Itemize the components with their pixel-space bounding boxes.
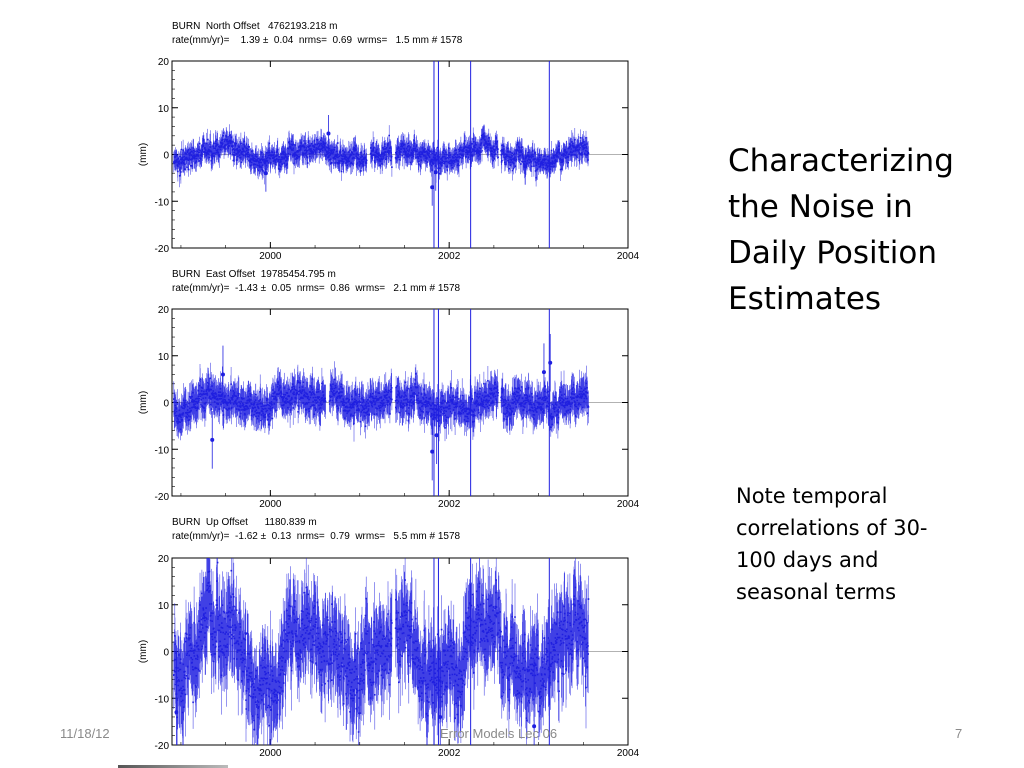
title-line: Estimates (728, 281, 882, 317)
title-line: Daily Position (728, 235, 937, 271)
north-header-line2: rate(mm/yr)= 1.39 ± 0.04 nrms= 0.69 wrms… (172, 35, 463, 46)
north-ytick-label: -10 (155, 197, 170, 208)
north-xtick-label: 2004 (617, 251, 640, 262)
footer-accent-bar (118, 765, 228, 768)
north-panel: 20 10 0 -10 -20 2000 2002 2004 (mm) (138, 57, 640, 262)
up-ytick-label: 10 (158, 601, 170, 612)
up-data-series (173, 558, 590, 745)
north-xtick-label: 2000 (259, 251, 282, 262)
north-ytick-label: -20 (155, 244, 170, 255)
north-xtick-label: 2002 (438, 251, 461, 262)
north-ytick-label: 0 (163, 151, 169, 162)
up-ylabel: (mm) (138, 640, 149, 663)
note-line: seasonal terms (736, 580, 897, 604)
footer-page-number: 7 (955, 726, 963, 741)
up-error-bars (173, 558, 589, 745)
north-outlier-point (433, 170, 438, 175)
slide-title: Characterizing the Noise in Daily Positi… (728, 138, 1008, 322)
up-ytick-label: 0 (163, 648, 169, 659)
east-xtick-label: 2002 (438, 499, 461, 510)
title-line: Characterizing (728, 143, 954, 179)
slide-note: Note temporal correlations of 30- 100 da… (736, 480, 986, 608)
note-line: correlations of 30- (736, 516, 928, 540)
up-panel: 20 10 0 -10 -20 2000 2002 2004 (mm) (138, 554, 640, 759)
north-daily-points (173, 132, 590, 179)
east-outlier-point (541, 370, 546, 375)
up-header-line2: rate(mm/yr)= -1.62 ± 0.13 nrms= 0.79 wrm… (172, 531, 461, 542)
north-data-series (173, 61, 590, 248)
north-ytick-label: 20 (158, 57, 170, 68)
footer-lecture-title: Error Models Lec 06 (440, 726, 558, 741)
east-outlier-point (434, 433, 439, 438)
title-line: the Noise in (728, 189, 913, 225)
up-outlier-point (532, 724, 537, 729)
up-xtick-label: 2002 (438, 748, 461, 759)
east-panel-header: BURN East Offset 19785454.795 m rate(mm/… (172, 268, 460, 296)
east-ytick-label: -10 (155, 445, 170, 456)
up-outlier-point (174, 710, 179, 715)
north-header-line1: BURN North Offset 4762193.218 m (172, 21, 338, 32)
up-xtick-label: 2004 (617, 748, 640, 759)
east-data-series (173, 309, 590, 496)
east-ytick-label: -20 (155, 492, 170, 503)
east-ylabel: (mm) (138, 391, 149, 414)
east-xtick-label: 2004 (617, 499, 640, 510)
east-panel: 20 10 0 -10 -20 2000 2002 2004 (mm) (138, 305, 640, 510)
north-ytick-label: 10 (158, 104, 170, 115)
east-outlier-point (220, 372, 225, 377)
north-ylabel: (mm) (138, 143, 149, 166)
note-line: Note temporal (736, 484, 888, 508)
up-daily-points (173, 561, 590, 733)
north-outlier-point (326, 131, 331, 136)
note-line: 100 days and (736, 548, 879, 572)
east-outlier-point (548, 360, 553, 365)
north-outlier-point (523, 164, 528, 169)
up-xtick-label: 2000 (259, 748, 282, 759)
east-xtick-label: 2000 (259, 499, 282, 510)
east-outlier-point (430, 449, 435, 454)
east-outlier-point (210, 437, 215, 442)
east-ytick-label: 20 (158, 305, 170, 316)
up-ytick-label: -20 (155, 741, 170, 752)
north-panel-header: BURN North Offset 4762193.218 m rate(mm/… (172, 20, 462, 48)
north-outlier-point (430, 185, 435, 190)
footer-date: 11/18/12 (60, 726, 110, 741)
east-ytick-label: 0 (163, 399, 169, 410)
north-outlier-point (263, 171, 268, 176)
up-ytick-label: -10 (155, 694, 170, 705)
east-header-line2: rate(mm/yr)= -1.43 ± 0.05 nrms= 0.86 wrm… (172, 283, 461, 294)
up-panel-header: BURN Up Offset 1180.839 m rate(mm/yr)= -… (172, 516, 460, 544)
up-outlier-point (438, 714, 443, 719)
east-header-line1: BURN East Offset 19785454.795 m (172, 269, 336, 280)
up-header-line1: BURN Up Offset 1180.839 m (172, 517, 317, 528)
east-daily-points (173, 373, 590, 431)
up-ytick-label: 20 (158, 554, 170, 565)
east-ytick-label: 10 (158, 352, 170, 363)
